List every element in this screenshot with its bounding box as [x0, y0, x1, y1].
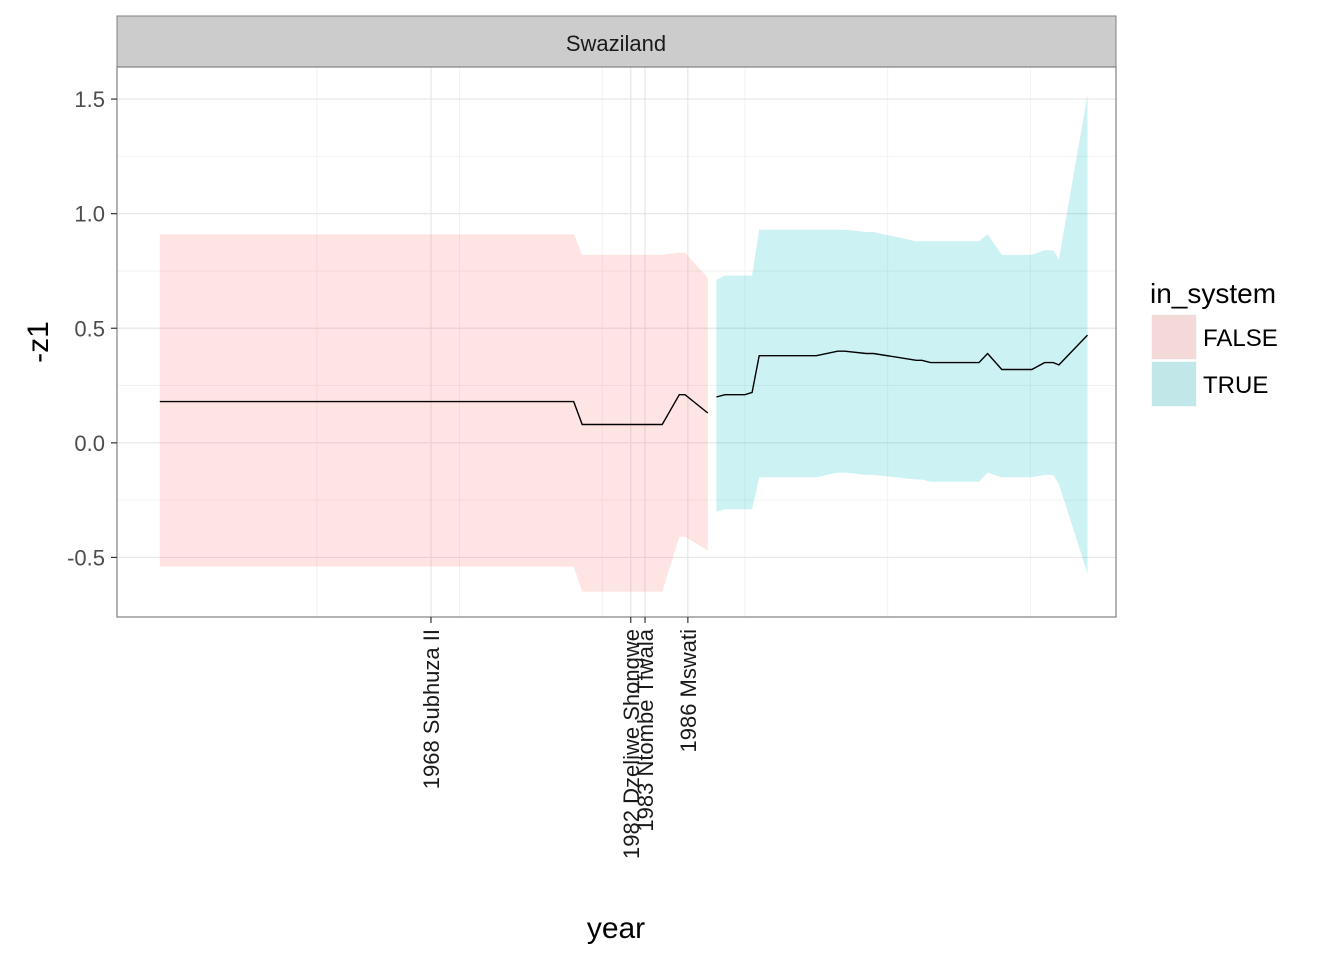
legend-label-false: FALSE [1203, 325, 1278, 352]
x-tick-label: 1986 Mswati [676, 629, 701, 753]
facet-strip-label: Swaziland [566, 31, 666, 56]
y-tick-label: -0.5 [67, 545, 105, 570]
y-tick-label: 1.0 [74, 202, 105, 227]
x-axis: 1968 Subhuza II 1982 Dzeliwe Shongwe1983 … [419, 617, 701, 859]
estimate-line-false [159, 394, 709, 426]
facet-strip [116, 15, 1117, 68]
plot-panel [117, 67, 1116, 617]
y-major-gridlines [117, 98, 1116, 559]
y-minor-gridlines [117, 155, 1116, 501]
x-major-gridlines [430, 67, 689, 617]
y-axis-title: -z1 [22, 321, 55, 363]
legend-label-true: TRUE [1203, 372, 1268, 399]
x-axis-title: year [587, 912, 645, 945]
ribbon-true [716, 94, 1088, 574]
y-tick-label: 0.5 [74, 316, 105, 341]
x-tick-label: 1968 Subhuza II [419, 629, 444, 789]
legend-key-bg [1150, 313, 1198, 361]
ribbon-false [159, 234, 708, 592]
y-tick-label: 1.5 [74, 87, 105, 112]
x-minor-gridlines [316, 67, 1031, 617]
plot-panel-border [116, 66, 1117, 618]
x-tick-label: 1982 Dzeliwe Shongwe [619, 629, 644, 859]
y-tick-label: 0.0 [74, 431, 105, 456]
legend-swatch-false [1152, 315, 1196, 359]
estimate-line-true [716, 334, 1089, 398]
confidence-bands [159, 94, 1088, 592]
legend: in_system FALSE TRUE [1150, 278, 1278, 408]
x-tick-label: 1983 Ntombe Tfwala [633, 628, 658, 831]
legend-title: in_system [1150, 278, 1276, 309]
y-axis: -0.5 0.0 0.5 1.0 1.5 [67, 87, 117, 570]
estimate-lines [159, 334, 1089, 426]
legend-key-bg [1150, 360, 1198, 408]
legend-swatch-true [1152, 362, 1196, 406]
